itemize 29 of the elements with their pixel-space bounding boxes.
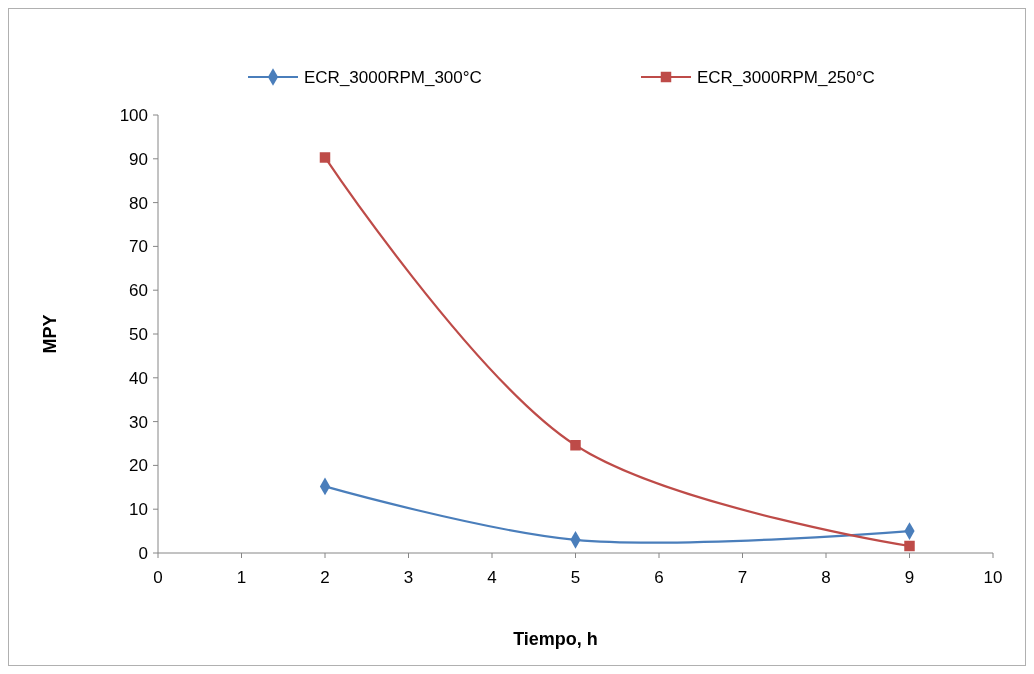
y-tick-label: 100 [119, 105, 148, 125]
x-tick-label: 2 [320, 568, 330, 587]
legend-label: ECR_3000RPM_250°C [697, 67, 875, 87]
y-tick-label: 90 [129, 149, 148, 169]
point [904, 540, 915, 552]
point [570, 440, 581, 451]
x-tick-label: 3 [403, 568, 414, 587]
y-tick-label: 10 [129, 500, 148, 520]
x-axis-title: Tiempo, h [513, 629, 598, 649]
x-tick-label: 9 [904, 568, 915, 587]
y-axis-title: MPY [40, 314, 60, 354]
x-tick-label: 5 [570, 568, 581, 587]
y-tick-label: 40 [129, 368, 148, 388]
x-tick-label: 8 [821, 568, 831, 587]
y-tick-label: 70 [129, 237, 148, 257]
y-tick-label: 0 [138, 543, 148, 563]
x-tick-label: 1 [236, 568, 247, 587]
y-tick-label: 80 [129, 193, 148, 213]
y-tick-label: 30 [129, 412, 148, 432]
x-tick-label: 0 [153, 568, 163, 587]
x-tick-label: 7 [737, 568, 748, 587]
legend-label: ECR_3000RPM_300°C [304, 67, 482, 87]
y-tick-label: 60 [129, 281, 148, 301]
y-tick-label: 20 [129, 456, 148, 476]
y-tick-label: 50 [129, 324, 148, 344]
x-tick-label: 6 [654, 568, 664, 587]
x-tick-label: 10 [983, 568, 1003, 587]
x-tick-label: 4 [487, 568, 497, 587]
point [319, 152, 331, 163]
